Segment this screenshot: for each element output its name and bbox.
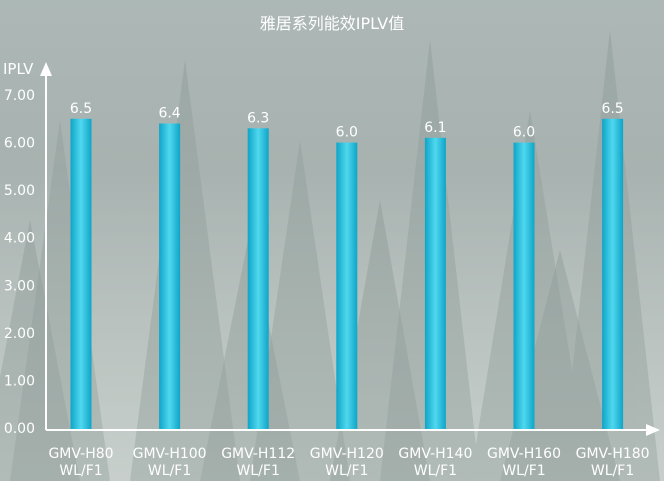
- data-label: 6.5: [70, 101, 92, 117]
- x-tick-label: WL/F1: [59, 463, 102, 479]
- x-tick-label: WL/F1: [414, 463, 457, 479]
- data-labels-group: 6.5 6.4 6.3 6.0 6.1 6.0 6.5: [70, 101, 624, 141]
- bar: [336, 142, 358, 430]
- y-tick-label: 4.00: [4, 231, 35, 247]
- y-tick-label: 0.00: [4, 421, 35, 437]
- x-axis-categories: GMV-H80WL/F1GMV-H100WL/F1GMV-H112WL/F1GM…: [48, 446, 649, 479]
- data-label: 6.5: [601, 101, 623, 117]
- y-axis-arrow: [40, 62, 52, 76]
- x-tick-label: GMV-H140: [398, 446, 472, 462]
- x-tick-label: GMV-H120: [310, 446, 384, 462]
- data-label: 6.1: [424, 120, 446, 136]
- x-tick-label: WL/F1: [591, 463, 634, 479]
- bar: [159, 123, 181, 430]
- y-tick-label: 6.00: [4, 136, 35, 152]
- y-tick-label: 3.00: [4, 278, 35, 294]
- data-label: 6.4: [158, 106, 180, 122]
- y-tick-label: 5.00: [4, 183, 35, 199]
- y-tick-label: 2.00: [4, 326, 35, 342]
- y-axis-label: IPLV: [3, 60, 34, 78]
- bar: [602, 118, 624, 430]
- x-tick-label: WL/F1: [502, 463, 545, 479]
- bar: [247, 128, 269, 430]
- y-axis-ticks: 0.00 1.00 2.00 3.00 4.00 5.00 6.00 7.00: [4, 88, 35, 437]
- x-tick-label: GMV-H180: [576, 446, 650, 462]
- chart-title: 雅居系列能效IPLV值: [260, 14, 404, 33]
- data-label: 6.0: [513, 125, 535, 141]
- x-tick-label: WL/F1: [237, 463, 280, 479]
- bar: [513, 142, 535, 430]
- x-tick-label: WL/F1: [325, 463, 368, 479]
- x-tick-label: GMV-H100: [133, 446, 207, 462]
- x-tick-label: GMV-H160: [487, 446, 561, 462]
- y-tick-label: 1.00: [4, 373, 35, 389]
- x-tick-label: WL/F1: [148, 463, 191, 479]
- x-tick-label: GMV-H80: [48, 446, 113, 462]
- bars-group: [70, 118, 624, 430]
- data-label: 6.0: [336, 125, 358, 141]
- bar: [70, 118, 92, 430]
- x-tick-label: GMV-H112: [221, 446, 295, 462]
- bar: [424, 137, 446, 430]
- y-tick-label: 7.00: [4, 88, 35, 104]
- data-label: 6.3: [247, 110, 269, 126]
- x-axis-arrow: [646, 424, 660, 436]
